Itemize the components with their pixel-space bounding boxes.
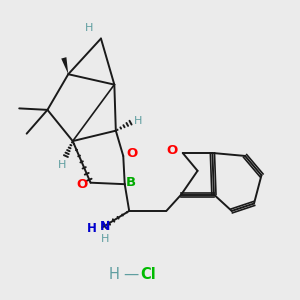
Text: H: H <box>85 22 94 33</box>
Text: N: N <box>100 220 110 233</box>
Text: H: H <box>58 160 67 170</box>
Text: O: O <box>76 178 88 191</box>
Text: H: H <box>109 267 120 282</box>
Text: H: H <box>100 234 109 244</box>
Text: Cl: Cl <box>141 267 156 282</box>
Text: B: B <box>126 176 136 189</box>
Text: O: O <box>126 147 137 160</box>
Text: O: O <box>166 144 177 157</box>
Text: H: H <box>87 222 97 235</box>
Text: —: — <box>123 267 138 282</box>
Text: H: H <box>134 116 142 126</box>
Polygon shape <box>61 57 68 74</box>
